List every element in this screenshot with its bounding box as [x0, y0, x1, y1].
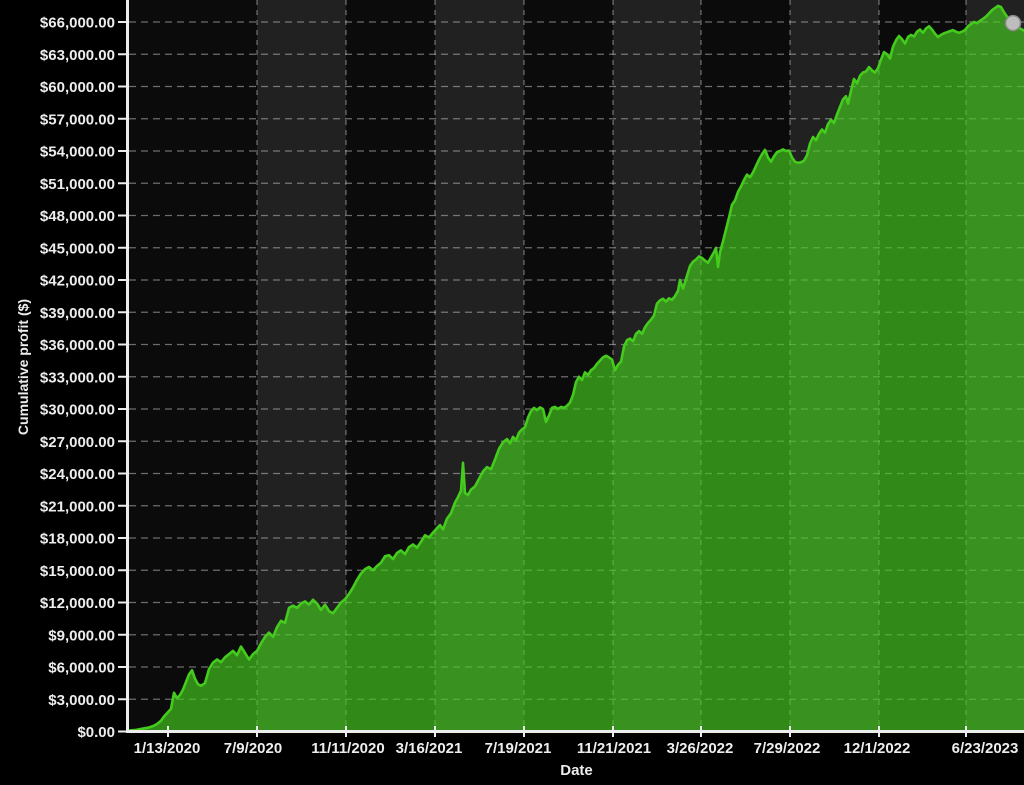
y-tick-label: $36,000.00 — [40, 337, 115, 354]
y-tick-label: $57,000.00 — [40, 111, 115, 128]
y-tick-label: $24,000.00 — [40, 466, 115, 483]
y-tick-label: $48,000.00 — [40, 208, 115, 225]
y-tick-label: $51,000.00 — [40, 176, 115, 193]
y-tick-label: $60,000.00 — [40, 79, 115, 96]
y-tick-label: $3,000.00 — [48, 692, 115, 709]
y-tick-label: $9,000.00 — [48, 627, 115, 644]
y-tick-label: $27,000.00 — [40, 434, 115, 451]
y-tick-label: $6,000.00 — [48, 660, 115, 677]
y-tick-label: $66,000.00 — [40, 15, 115, 32]
y-tick-label: $21,000.00 — [40, 498, 115, 515]
series-end-marker[interactable] — [1004, 14, 1022, 32]
x-tick-label: 6/23/2023 — [952, 740, 1019, 757]
x-tick-label: 7/9/2020 — [224, 740, 282, 757]
y-tick-label: $39,000.00 — [40, 305, 115, 322]
y-tick-label: $18,000.00 — [40, 531, 115, 548]
y-tick-label: $54,000.00 — [40, 144, 115, 161]
x-tick-label: 3/26/2022 — [667, 740, 734, 757]
y-tick-label: $42,000.00 — [40, 273, 115, 290]
y-tick-label: $63,000.00 — [40, 47, 115, 64]
y-tick-label: $45,000.00 — [40, 240, 115, 257]
profit-line — [128, 4, 1024, 732]
x-tick-label: 11/21/2021 — [577, 740, 651, 757]
plot-band — [129, 0, 257, 732]
y-tick-label: $33,000.00 — [40, 369, 115, 386]
x-tick-label: 3/16/2021 — [396, 740, 463, 757]
x-tick-label: 7/19/2021 — [485, 740, 552, 757]
y-tick-label: $15,000.00 — [40, 563, 115, 580]
x-tick-label: 1/13/2020 — [134, 740, 201, 757]
y-tick-label: $12,000.00 — [40, 595, 115, 612]
x-tick-label: 7/29/2022 — [754, 740, 821, 757]
y-tick-label: $0.00 — [77, 724, 115, 741]
x-tick-label: 12/1/2022 — [844, 740, 911, 757]
profit-area — [130, 5, 1024, 732]
x-tick-label: 11/11/2020 — [311, 740, 384, 757]
y-tick-label: $30,000.00 — [40, 402, 115, 419]
